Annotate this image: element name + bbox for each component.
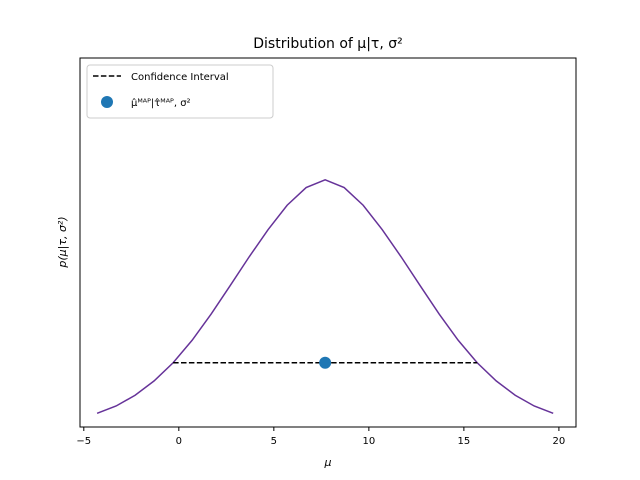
density-curve-line: [96, 178, 554, 415]
plot-area-frame: [79, 57, 577, 428]
x-tick-label: 10: [362, 436, 375, 447]
x-tick-label: 5: [271, 436, 277, 447]
x-tick-label: 0: [176, 436, 182, 447]
density-curve-group: [96, 178, 554, 415]
x-tick-label: 20: [553, 436, 566, 447]
chart-title: Distribution of μ|τ, σ²: [253, 36, 403, 52]
legend-label-interval: Confidence Interval: [131, 72, 229, 83]
x-tick-label: 15: [458, 436, 471, 447]
map-estimate-point: [319, 356, 332, 369]
x-axis-ticks: −5 0 5 10 15 20: [76, 427, 565, 447]
y-axis-label: p(μ|τ, σ²): [56, 216, 69, 268]
legend-box: [86, 64, 274, 119]
legend: Confidence Interval μ̂ᴹᴬᴾ|τ̂ᴹᴬᴾ, σ²: [86, 64, 274, 119]
x-tick-label: −5: [76, 436, 91, 447]
legend-label-point: μ̂ᴹᴬᴾ|τ̂ᴹᴬᴾ, σ²: [131, 97, 191, 109]
x-axis-label: μ: [324, 456, 332, 469]
legend-point-swatch: [101, 96, 113, 108]
map-point-group: [319, 356, 332, 369]
